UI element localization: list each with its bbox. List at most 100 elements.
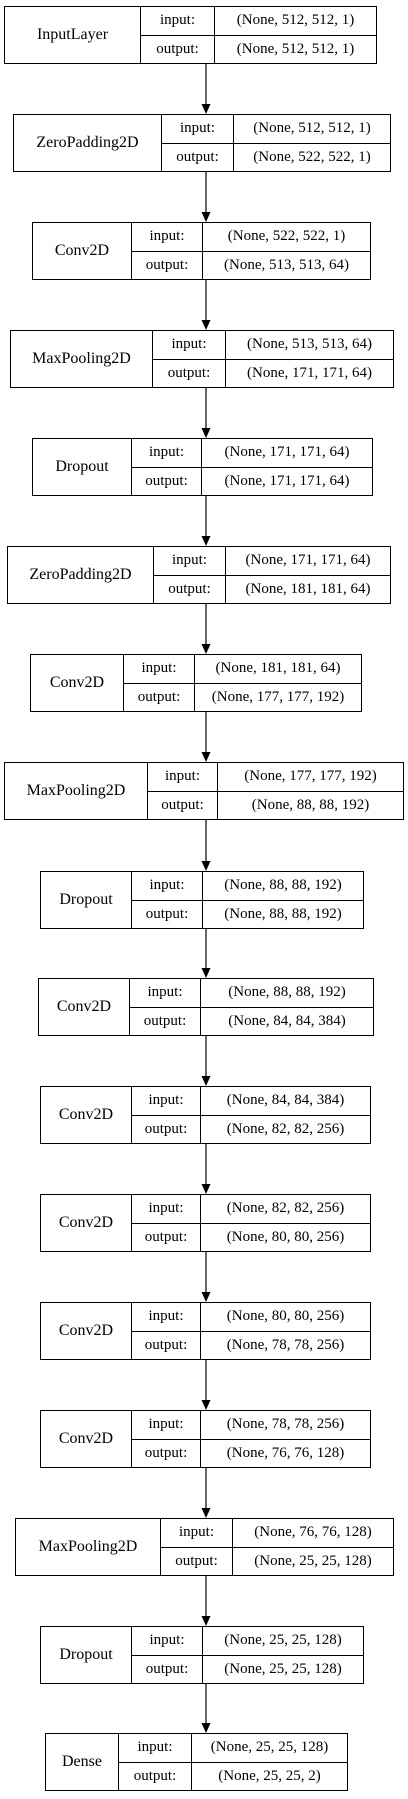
layer-name: ZeroPadding2D (14, 115, 162, 171)
arrow-head (201, 212, 211, 222)
input-label: input: (161, 1519, 233, 1547)
output-shape-value: (None, 82, 82, 256) (226, 1120, 345, 1137)
output-shape-row: output: (None, 513, 513, 64) (132, 251, 370, 279)
output-label: output: (161, 1547, 233, 1575)
output-label: output: (132, 1439, 201, 1467)
output-shape-row: output: (None, 177, 177, 192) (124, 683, 361, 711)
output-shape-value: (None, 76, 76, 128) (226, 1444, 345, 1461)
output-shape-value: (None, 177, 177, 192) (211, 688, 345, 705)
output-shape-value: (None, 78, 78, 256) (226, 1336, 345, 1353)
output-label: output: (132, 900, 203, 928)
input-shape-row: input: (None, 513, 513, 64) (153, 331, 393, 360)
layer-name: Conv2D (41, 1195, 132, 1251)
arrow-head (201, 536, 211, 546)
input-shape-row: input: (None, 82, 82, 256) (132, 1195, 370, 1224)
input-label: input: (148, 763, 218, 791)
input-label: input: (132, 223, 203, 251)
output-shape-row: output: (None, 171, 171, 64) (132, 467, 372, 495)
input-label: input: (119, 1734, 192, 1762)
arrow-head (201, 752, 211, 762)
input-shape-value: (None, 513, 513, 64) (247, 336, 372, 353)
input-shape-value: (None, 84, 84, 384) (226, 1092, 345, 1109)
input-shape-row: input: (None, 78, 78, 256) (132, 1411, 370, 1440)
layer-node: Conv2D input: (None, 78, 78, 256) output: (N… (40, 1410, 371, 1468)
output-shape-row: output: (None, 88, 88, 192) (132, 900, 363, 928)
input-shape-value: (None, 88, 88, 192) (228, 984, 346, 1001)
output-label: output: (148, 791, 218, 819)
input-label: input: (162, 115, 234, 143)
arrow-head (201, 861, 211, 871)
layer-node: Conv2D input: (None, 80, 80, 256) output: (N… (40, 1302, 371, 1360)
arrow-head (201, 1400, 211, 1410)
input-label: input: (141, 7, 215, 35)
layer-node: Conv2D input: (None, 88, 88, 192) output: (N… (38, 978, 374, 1036)
output-label: output: (162, 143, 234, 171)
output-label: output: (132, 1223, 201, 1251)
input-shape-row: input: (None, 76, 76, 128) (161, 1519, 393, 1548)
output-shape-value: (None, 171, 171, 64) (224, 472, 350, 489)
layer-name: ZeroPadding2D (8, 547, 154, 603)
output-shape-value: (None, 171, 171, 64) (247, 364, 372, 381)
output-label: output: (132, 467, 202, 495)
input-label: input: (132, 1627, 203, 1655)
output-shape-value: (None, 25, 25, 128) (254, 1552, 372, 1569)
output-shape-row: output: (None, 512, 512, 1) (141, 35, 376, 63)
output-shape-value: (None, 512, 512, 1) (236, 40, 355, 57)
input-label: input: (132, 872, 203, 900)
layer-node: InputLayer input: (None, 512, 512, 1) outpu… (4, 6, 377, 64)
arrow-head (201, 1076, 211, 1086)
output-shape-value: (None, 513, 513, 64) (224, 256, 349, 273)
output-shape-value: (None, 80, 80, 256) (226, 1228, 345, 1245)
layer-name: Conv2D (33, 223, 132, 279)
layer-node: MaxPooling2D input: (None, 76, 76, 128) out… (15, 1518, 394, 1576)
input-shape-row: input: (None, 25, 25, 128) (132, 1627, 363, 1656)
output-shape-value: (None, 181, 181, 64) (245, 580, 371, 597)
input-shape-value: (None, 88, 88, 192) (224, 877, 342, 894)
arrow-head (201, 1723, 211, 1733)
input-label: input: (154, 547, 226, 575)
input-shape-value: (None, 512, 512, 1) (236, 12, 355, 29)
layer-name: Dropout (41, 1627, 132, 1683)
input-shape-value: (None, 78, 78, 256) (226, 1416, 345, 1433)
output-label: output: (132, 1115, 201, 1143)
arrow-head (201, 428, 211, 438)
input-shape-row: input: (None, 171, 171, 64) (154, 547, 390, 576)
output-shape-row: output: (None, 84, 84, 384) (130, 1007, 373, 1035)
output-shape-row: output: (None, 80, 80, 256) (132, 1223, 370, 1251)
layer-node: Dropout input: (None, 25, 25, 128) output: (… (40, 1626, 364, 1684)
output-shape-row: output: (None, 181, 181, 64) (154, 575, 390, 603)
arrow-head (201, 968, 211, 978)
layer-node: Conv2D input: (None, 84, 84, 384) output: (N… (40, 1086, 371, 1144)
input-shape-value: (None, 522, 522, 1) (227, 228, 346, 245)
layer-name: Dropout (33, 439, 132, 495)
input-shape-row: input: (None, 181, 181, 64) (124, 655, 361, 684)
input-shape-value: (None, 25, 25, 128) (224, 1632, 342, 1649)
input-shape-row: input: (None, 88, 88, 192) (132, 872, 363, 901)
input-label: input: (153, 331, 226, 359)
output-shape-row: output: (None, 78, 78, 256) (132, 1331, 370, 1359)
input-shape-row: input: (None, 25, 25, 128) (119, 1734, 347, 1763)
layer-node: Conv2D input: (None, 522, 522, 1) output: (N… (32, 222, 371, 280)
layer-name: Conv2D (39, 979, 130, 1035)
output-label: output: (153, 359, 226, 387)
input-label: input: (130, 979, 201, 1007)
input-label: input: (132, 1303, 201, 1331)
input-shape-row: input: (None, 512, 512, 1) (141, 7, 376, 36)
input-shape-value: (None, 25, 25, 128) (210, 1739, 329, 1756)
layer-node: Dropout input: (None, 88, 88, 192) output: (… (40, 871, 364, 929)
layer-name: MaxPooling2D (11, 331, 153, 387)
layer-node: Dropout input: (None, 171, 171, 64) output:… (32, 438, 373, 496)
layer-name: Dropout (41, 872, 132, 928)
output-label: output: (132, 1331, 201, 1359)
input-shape-value: (None, 171, 171, 64) (224, 444, 350, 461)
layer-node: MaxPooling2D input: (None, 513, 513, 64) ou… (10, 330, 394, 388)
layer-name: Conv2D (41, 1303, 132, 1359)
output-shape-row: output: (None, 171, 171, 64) (153, 359, 393, 387)
output-label: output: (154, 575, 226, 603)
output-shape-row: output: (None, 25, 25, 128) (161, 1547, 393, 1575)
layer-name: Dense (46, 1734, 119, 1790)
layer-name: MaxPooling2D (5, 763, 148, 819)
layer-name: Conv2D (31, 655, 124, 711)
output-shape-row: output: (None, 25, 25, 128) (132, 1655, 363, 1683)
